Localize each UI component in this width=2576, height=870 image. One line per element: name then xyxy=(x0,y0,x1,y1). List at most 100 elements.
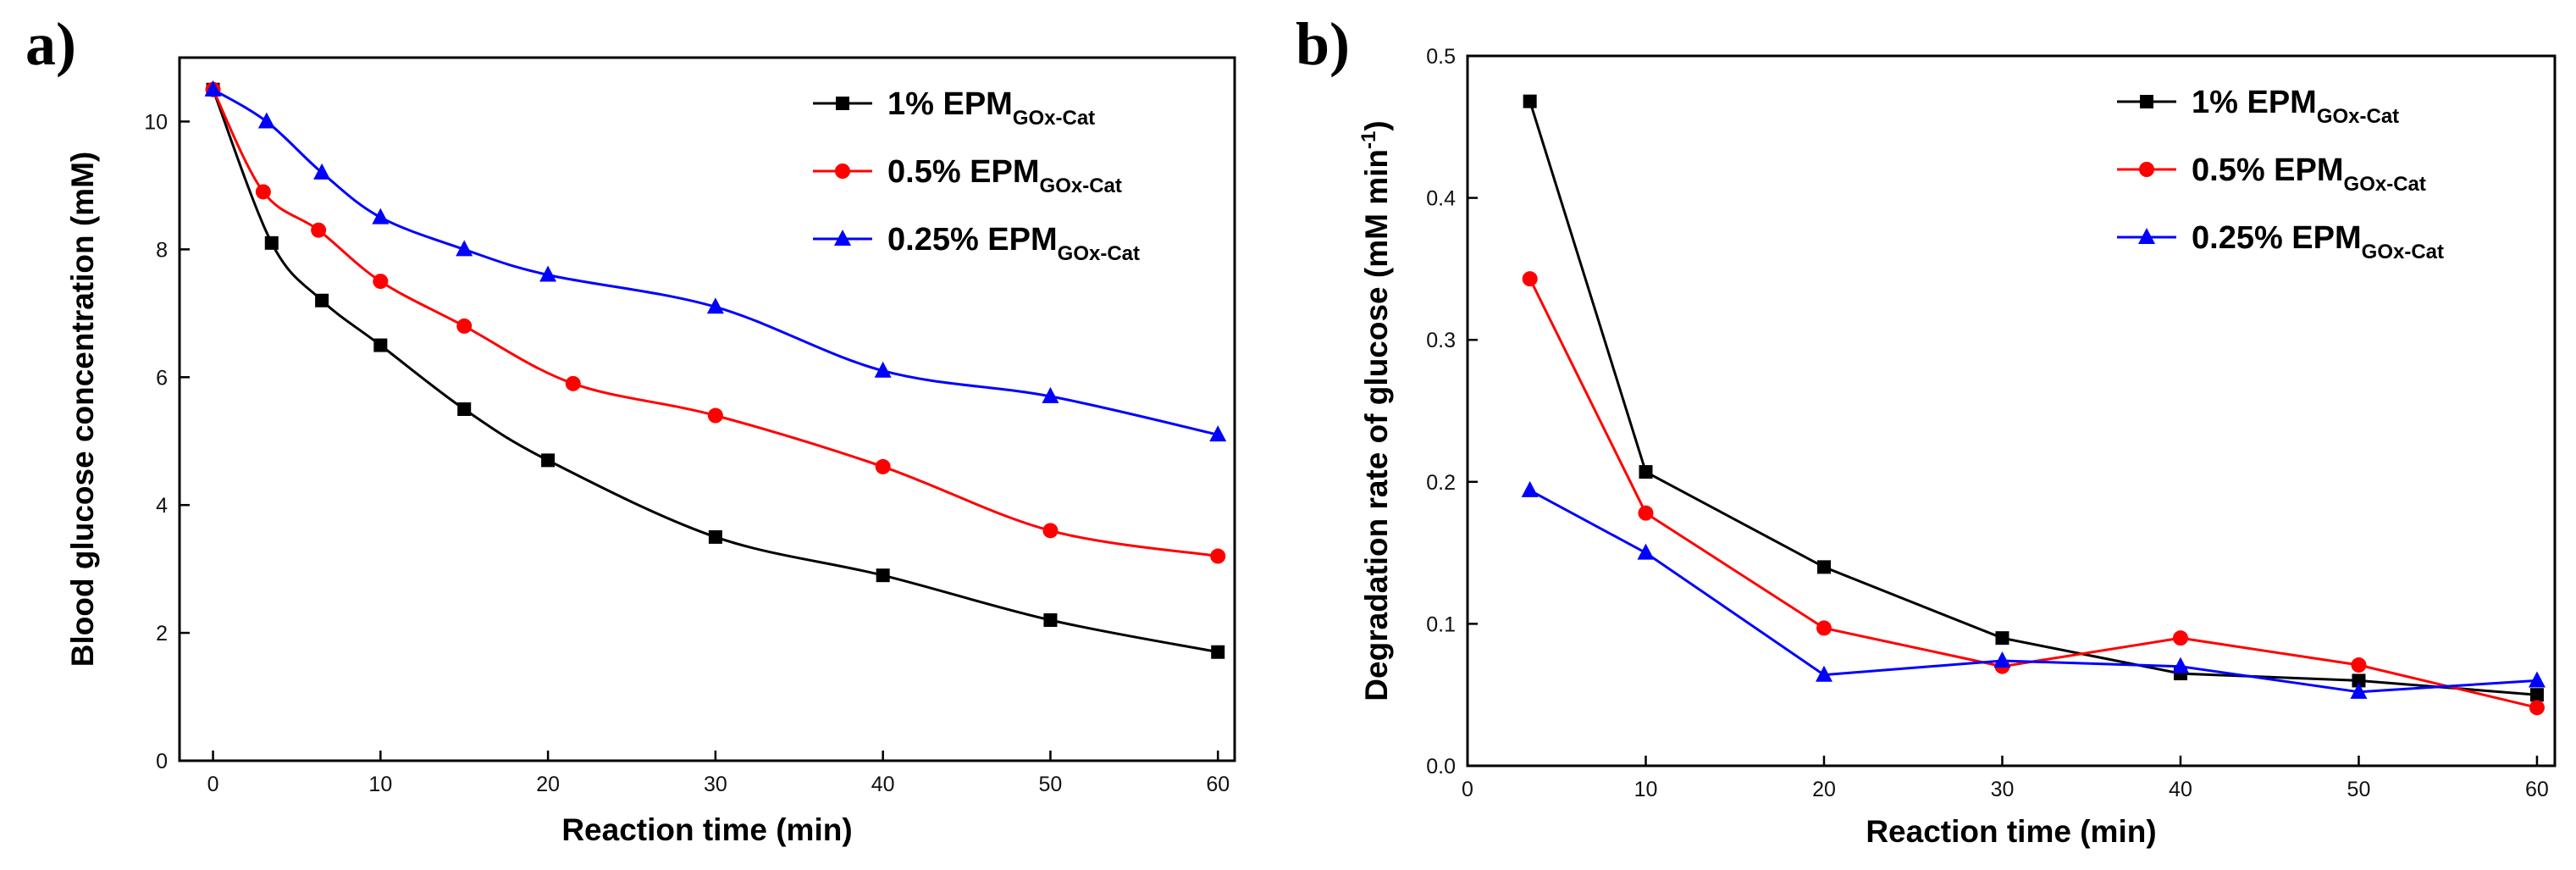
a-legend-label: 1% EPMGOx-Cat xyxy=(887,86,1095,130)
b-data-point xyxy=(2350,682,2368,699)
a-x-tick-label: 50 xyxy=(1039,773,1063,796)
a-data-point xyxy=(539,265,557,282)
b-data-point xyxy=(1522,271,1538,287)
b-x-tick-label: 20 xyxy=(1812,778,1836,801)
panel-a-ticks: 0 10 20 30 40 50 60 0 2 4 6 8 10 xyxy=(144,110,1230,796)
a-legend-marker xyxy=(834,230,851,246)
b-y-tick-label: 0.0 xyxy=(1426,755,1456,779)
panel-b-ticks: 0 10 20 30 40 50 60 0.0 0.1 0.2 0.3 0.4 0.5 xyxy=(1426,45,2549,801)
b-data-point xyxy=(1816,620,1832,636)
b-legend-sub: GOx-Cat xyxy=(2317,105,2399,128)
b-x-tick-label: 10 xyxy=(1634,778,1658,801)
b-legend-name: 0.5% EPM xyxy=(2192,152,2344,188)
panel-b-y-axis-title-main: Degradation rate of glucose (mM min xyxy=(1359,149,1394,701)
a-data-point xyxy=(457,402,472,416)
a-data-point xyxy=(456,240,473,257)
b-legend-label: 0.5% EPMGOx-Cat xyxy=(2192,152,2426,196)
a-x-tick-label: 40 xyxy=(871,773,895,796)
panel-b-x-axis-title: Reaction time (min) xyxy=(1866,814,2156,849)
panel-a-plot-frame xyxy=(178,56,1236,762)
a-data-point xyxy=(1043,613,1058,627)
a-data-point xyxy=(565,375,581,391)
b-x-tick-label: 50 xyxy=(2347,778,2371,801)
a-x-tick-label: 30 xyxy=(704,773,727,796)
b-series-line-2 xyxy=(1528,489,2538,694)
a-legend-sub: GOx-Cat xyxy=(1058,242,1140,265)
a-data-point xyxy=(372,208,390,224)
b-x-tick-label: 60 xyxy=(2525,778,2549,801)
b-data-point xyxy=(1816,560,1831,574)
a-legend-marker xyxy=(835,163,850,179)
a-data-point xyxy=(255,184,271,200)
panel-b-y-axis-title: Degradation rate of glucose (mM min-1) xyxy=(1357,120,1394,701)
panel-b-y-axis-title-sup: -1 xyxy=(1357,131,1380,149)
a-data-point xyxy=(313,163,331,180)
b-x-tick-label: 30 xyxy=(1991,778,2015,801)
b-legend-name: 1% EPM xyxy=(2192,85,2317,120)
b-data-point xyxy=(2171,657,2189,673)
b-data-point xyxy=(1521,480,1539,497)
b-y-tick-label: 0.5 xyxy=(1426,45,1456,69)
a-legend-marker xyxy=(836,97,849,110)
a-data-point xyxy=(1210,548,1226,564)
a-data-point xyxy=(541,453,556,468)
a-x-tick-label: 10 xyxy=(368,773,392,796)
a-data-point xyxy=(373,274,389,290)
b-data-point xyxy=(2529,700,2545,716)
b-legend-sub: GOx-Cat xyxy=(2344,173,2426,196)
panel-b: b) 0 10 20 30 40 50 60 0.0 0.1 0.2 0.3 0.4 0.5 1% EP… xyxy=(1296,10,2557,849)
b-legend-sub: GOx-Cat xyxy=(2362,241,2444,263)
panel-b-plot-frame xyxy=(1466,54,2557,767)
b-data-point xyxy=(2529,688,2544,702)
a-data-point xyxy=(264,236,279,250)
a-y-tick-label: 4 xyxy=(156,494,168,518)
b-data-point xyxy=(1523,94,1537,108)
a-legend-sub: GOx-Cat xyxy=(1040,175,1122,197)
a-data-point xyxy=(315,293,329,308)
a-series-line-1 xyxy=(212,89,1219,557)
a-data-point xyxy=(708,529,722,544)
a-legend-name: 0.25% EPM xyxy=(887,222,1058,258)
b-data-point xyxy=(1638,505,1654,521)
a-data-point xyxy=(311,222,327,238)
b-legend-label: 0.25% EPMGOx-Cat xyxy=(2192,220,2444,263)
b-data-point xyxy=(2172,630,2188,646)
a-data-point xyxy=(1211,645,1225,659)
b-data-point xyxy=(2352,673,2366,688)
panel-a-series xyxy=(204,80,1227,659)
a-data-point xyxy=(875,458,891,474)
b-legend-label: 1% EPMGOx-Cat xyxy=(2192,85,2399,128)
b-data-point xyxy=(2528,671,2546,688)
b-data-point xyxy=(1637,543,1655,560)
b-y-tick-label: 0.1 xyxy=(1426,612,1456,636)
a-legend-name: 0.5% EPM xyxy=(887,154,1040,190)
a-legend-sub: GOx-Cat xyxy=(1013,107,1095,130)
b-y-tick-label: 0.2 xyxy=(1426,471,1456,495)
b-legend-marker xyxy=(2140,95,2153,108)
a-data-point xyxy=(1042,523,1059,539)
a-data-point xyxy=(874,361,892,378)
a-data-point xyxy=(876,568,890,583)
b-y-tick-label: 0.4 xyxy=(1426,187,1456,211)
a-data-point xyxy=(456,318,473,334)
a-data-point xyxy=(204,80,222,97)
panel-b-label: b) xyxy=(1296,10,1350,78)
a-data-point xyxy=(706,297,724,314)
a-legend-label: 0.25% EPMGOx-Cat xyxy=(887,222,1140,265)
a-y-tick-label: 10 xyxy=(144,110,168,134)
a-x-tick-label: 20 xyxy=(536,773,560,796)
a-legend-label: 0.5% EPMGOx-Cat xyxy=(887,154,1122,197)
panel-a-label: a) xyxy=(25,10,76,78)
b-y-tick-label: 0.3 xyxy=(1426,329,1456,352)
a-data-point xyxy=(707,407,723,424)
a-legend-name: 1% EPM xyxy=(887,86,1013,122)
b-legend-marker xyxy=(2139,162,2154,177)
panel-b-y-axis-title-end: ) xyxy=(1359,120,1394,130)
b-data-point xyxy=(2351,657,2367,673)
b-legend-marker xyxy=(2138,228,2155,244)
a-data-point xyxy=(373,338,388,352)
